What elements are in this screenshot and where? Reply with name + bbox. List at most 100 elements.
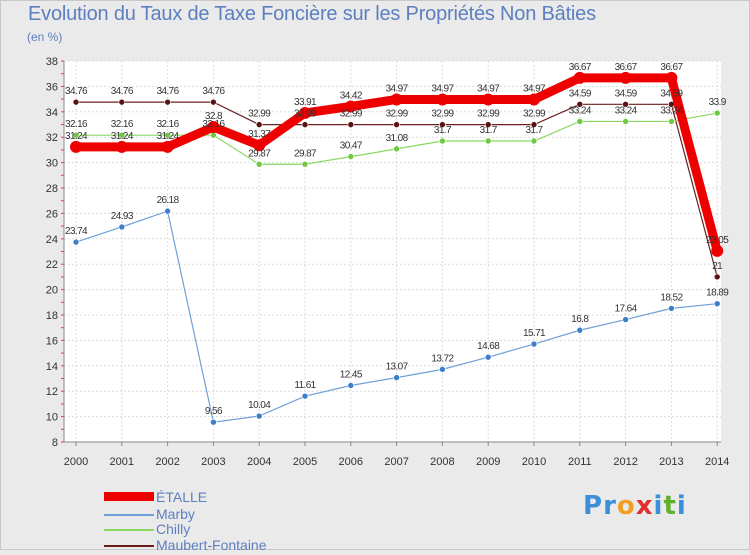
- x-tick-label: 2009: [476, 456, 500, 468]
- y-tick-label: 26: [46, 208, 58, 220]
- data-label-marby: 26.18: [157, 195, 180, 206]
- data-label-talle: 36.67: [569, 62, 592, 73]
- data-point-maubert-fontaine: [255, 121, 263, 128]
- y-tick-label: 20: [46, 285, 58, 297]
- data-point-chilly: [668, 118, 675, 125]
- data-point-chilly: [439, 137, 446, 145]
- data-label-maubert-fontaine: 21: [712, 261, 723, 272]
- data-label-chilly: 31.08: [386, 133, 409, 144]
- data-label-talle: 31.24: [157, 131, 180, 142]
- data-label-talle: 31.37: [248, 129, 271, 140]
- data-point-marby: [668, 305, 675, 312]
- data-label-talle: 34.97: [477, 83, 500, 94]
- data-label-maubert-fontaine: 32.99: [431, 109, 454, 120]
- data-point-maubert-fontaine: [393, 121, 400, 128]
- data-point-marby: [576, 326, 584, 334]
- x-tick-label: 2011: [568, 456, 592, 468]
- data-point-chilly: [347, 153, 355, 160]
- data-label-marby: 13.07: [386, 362, 409, 373]
- data-point-chilly: [576, 118, 584, 125]
- data-point-chilly: [255, 160, 263, 168]
- logo-letter: o: [616, 491, 636, 521]
- data-point-talle: [482, 93, 495, 106]
- data-point-chilly: [210, 131, 217, 139]
- data-point-maubert-fontaine: [530, 121, 538, 128]
- data-point-talle: [253, 139, 266, 152]
- x-tick-label: 2014: [705, 456, 729, 468]
- data-point-talle: [70, 140, 82, 153]
- data-point-talle: [390, 93, 403, 106]
- y-tick-label: 30: [46, 158, 58, 170]
- data-label-talle: 36.67: [615, 62, 638, 73]
- data-point-marby: [210, 418, 217, 426]
- x-tick-label: 2012: [613, 456, 637, 468]
- data-label-chilly: 32.16: [202, 119, 225, 130]
- data-point-talle: [436, 93, 449, 106]
- data-label-chilly: 29.87: [248, 148, 271, 159]
- y-tick-label: 16: [46, 335, 58, 347]
- legend-label-chilly: Chilly: [156, 521, 191, 537]
- data-point-talle: [344, 100, 357, 113]
- y-tick-label: 38: [46, 56, 58, 68]
- data-point-talle: [161, 140, 174, 153]
- data-point-marby: [439, 366, 446, 373]
- x-tick-label: 2005: [293, 456, 317, 468]
- data-label-maubert-fontaine: 34.76: [111, 86, 134, 97]
- data-point-talle: [299, 106, 311, 119]
- y-tick-label: 24: [46, 234, 58, 246]
- y-tick-label: 28: [46, 183, 58, 195]
- data-label-marby: 15.71: [523, 328, 546, 339]
- data-label-talle: 33.91: [294, 97, 317, 108]
- y-tick-label: 32: [46, 132, 58, 144]
- data-label-marby: 17.64: [615, 304, 638, 315]
- data-label-marby: 10.04: [248, 400, 271, 411]
- data-point-marby: [393, 374, 400, 381]
- y-tick-label: 14: [46, 361, 58, 373]
- data-label-talle: 34.97: [386, 83, 409, 94]
- data-point-marby: [530, 340, 538, 348]
- logo-letter: i: [653, 491, 664, 521]
- data-point-chilly: [118, 131, 126, 139]
- y-tick-label: 36: [46, 81, 58, 93]
- data-label-maubert-fontaine: 32.99: [294, 109, 317, 120]
- data-label-chilly: 31.7: [434, 125, 452, 136]
- data-label-chilly: 31.7: [525, 125, 543, 136]
- x-tick-label: 2004: [247, 456, 271, 468]
- data-label-maubert-fontaine: 34.76: [65, 86, 88, 97]
- data-point-marby: [347, 382, 355, 389]
- data-label-maubert-fontaine: 34.76: [157, 86, 180, 97]
- data-point-chilly: [530, 137, 538, 145]
- data-point-marby: [484, 353, 492, 361]
- data-label-maubert-fontaine: 32.99: [248, 109, 271, 120]
- data-label-talle: 34.42: [340, 90, 363, 101]
- x-tick-label: 2007: [384, 456, 408, 468]
- data-point-talle: [528, 93, 540, 106]
- x-tick-label: 2010: [522, 456, 546, 468]
- data-label-marby: 14.68: [477, 341, 500, 352]
- unit-label: (en %): [27, 30, 63, 44]
- data-point-maubert-fontaine: [210, 98, 217, 106]
- data-label-chilly: 32.16: [111, 119, 134, 130]
- logo-letter: P: [583, 491, 604, 521]
- data-point-maubert-fontaine: [622, 101, 629, 108]
- data-label-chilly: 29.87: [294, 148, 317, 159]
- data-point-maubert-fontaine: [439, 121, 446, 128]
- data-point-maubert-fontaine: [72, 98, 80, 106]
- data-point-marby: [72, 238, 80, 246]
- legend-label-marby: Marby: [156, 506, 195, 522]
- data-label-chilly: 33.24: [615, 105, 638, 116]
- y-tick-label: 12: [46, 386, 58, 398]
- proxiti-logo: Proxiti: [583, 491, 687, 521]
- data-label-marby: 13.72: [431, 353, 454, 364]
- data-point-marby: [622, 316, 629, 323]
- data-label-maubert-fontaine: 32.99: [340, 109, 363, 120]
- data-label-marby: 16.8: [571, 314, 589, 325]
- logo-letter: r: [603, 491, 617, 521]
- data-point-chilly: [622, 118, 629, 125]
- data-label-chilly: 33.9: [709, 97, 727, 108]
- x-tick-label: 2000: [64, 456, 88, 468]
- data-point-chilly: [164, 131, 171, 139]
- logo-letter: x: [635, 491, 654, 521]
- data-point-maubert-fontaine: [347, 121, 355, 128]
